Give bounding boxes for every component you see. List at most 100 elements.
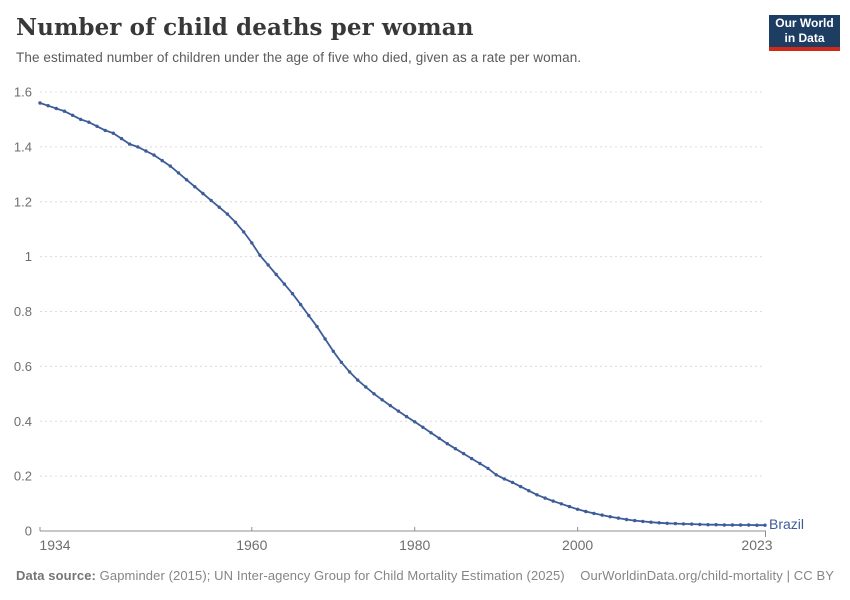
data-point[interactable] (494, 473, 498, 477)
data-point[interactable] (103, 128, 107, 133)
entity-label-brazil[interactable]: Brazil (769, 516, 805, 532)
data-point[interactable] (730, 523, 735, 527)
data-point[interactable] (160, 158, 164, 163)
data-point[interactable] (437, 436, 441, 440)
data-point[interactable] (510, 480, 515, 485)
data-point[interactable] (755, 523, 759, 527)
y-axis-tick-label: 1 (25, 249, 32, 264)
data-point[interactable] (193, 185, 197, 189)
data-point[interactable] (111, 131, 116, 135)
data-point[interactable] (388, 403, 392, 408)
y-axis-tick-label: 0.6 (14, 359, 32, 374)
data-point[interactable] (184, 178, 189, 182)
data-point[interactable] (518, 484, 523, 489)
data-point[interactable] (356, 378, 360, 382)
data-point[interactable] (575, 507, 580, 511)
data-point[interactable] (233, 220, 238, 224)
data-point[interactable] (413, 420, 417, 424)
data-point[interactable] (657, 521, 661, 525)
data-point[interactable] (722, 523, 726, 527)
data-point[interactable] (551, 499, 555, 503)
data-point[interactable] (176, 171, 181, 175)
data-point[interactable] (404, 414, 409, 419)
data-point[interactable] (559, 502, 563, 506)
data-point[interactable] (119, 136, 124, 141)
data-point[interactable] (38, 101, 42, 105)
data-point[interactable] (690, 522, 694, 526)
data-point[interactable] (79, 117, 83, 122)
data-point[interactable] (592, 511, 596, 516)
data-point[interactable] (681, 522, 686, 526)
data-point[interactable] (225, 212, 230, 216)
data-point[interactable] (738, 523, 743, 527)
data-point[interactable] (209, 198, 213, 203)
data-point[interactable] (543, 496, 547, 500)
data-point[interactable] (624, 517, 629, 522)
data-point[interactable] (299, 302, 303, 307)
data-point[interactable] (698, 522, 702, 527)
data-point[interactable] (274, 272, 278, 277)
data-point[interactable] (608, 515, 612, 519)
data-point[interactable] (364, 385, 368, 389)
data-point[interactable] (87, 120, 91, 124)
data-point[interactable] (62, 109, 67, 113)
data-point[interactable] (445, 442, 449, 446)
data-point[interactable] (347, 370, 352, 374)
data-point[interactable] (453, 447, 458, 451)
data-point[interactable] (339, 360, 344, 364)
data-point[interactable] (470, 456, 474, 461)
data-point[interactable] (673, 521, 678, 526)
data-point[interactable] (168, 164, 172, 168)
data-point[interactable] (152, 153, 156, 157)
data-point[interactable] (372, 392, 376, 396)
data-point[interactable] (665, 521, 669, 525)
data-point[interactable] (201, 191, 205, 196)
data-point[interactable] (633, 518, 637, 523)
data-point[interactable] (307, 313, 311, 318)
data-point[interactable] (502, 477, 506, 481)
data-point[interactable] (616, 516, 621, 520)
data-point[interactable] (421, 425, 425, 429)
data-point[interactable] (461, 451, 466, 456)
chart-header: Number of child deaths per woman The est… (16, 14, 840, 65)
data-point[interactable] (527, 489, 531, 493)
owid-logo[interactable]: Our World in Data (769, 15, 840, 51)
credit-link[interactable]: OurWorldinData.org/child-mortality | CC … (580, 568, 834, 583)
data-point[interactable] (266, 263, 270, 267)
data-point[interactable] (323, 337, 327, 341)
data-point[interactable] (567, 504, 572, 509)
data-point[interactable] (380, 398, 384, 402)
data-point[interactable] (649, 520, 653, 524)
data-point[interactable] (331, 349, 335, 353)
y-axis-tick-label: 1.6 (14, 85, 32, 100)
y-axis-tick-label: 0.4 (14, 414, 32, 429)
data-point[interactable] (747, 523, 751, 527)
data-point[interactable] (95, 124, 99, 128)
data-point[interactable] (250, 241, 254, 245)
data-point[interactable] (282, 282, 287, 286)
data-point[interactable] (290, 292, 295, 296)
data-point[interactable] (46, 104, 50, 108)
data-point[interactable] (127, 142, 132, 146)
data-point[interactable] (763, 523, 767, 527)
data-point[interactable] (242, 230, 246, 234)
data-point[interactable] (54, 106, 58, 111)
data-point[interactable] (136, 145, 140, 149)
data-point[interactable] (706, 523, 710, 527)
data-point[interactable] (486, 466, 490, 471)
data-line-brazil[interactable] (39, 102, 766, 527)
data-point[interactable] (478, 461, 482, 466)
data-point[interactable] (714, 523, 718, 527)
data-point[interactable] (217, 205, 221, 209)
data-point[interactable] (144, 149, 148, 153)
data-point[interactable] (258, 253, 262, 257)
data-point[interactable] (70, 113, 75, 118)
data-point[interactable] (641, 519, 645, 524)
data-point[interactable] (315, 324, 319, 329)
data-point[interactable] (535, 493, 539, 497)
data-point[interactable] (429, 431, 433, 435)
data-point[interactable] (584, 509, 588, 514)
data-point[interactable] (600, 513, 604, 517)
data-point[interactable] (396, 409, 401, 413)
